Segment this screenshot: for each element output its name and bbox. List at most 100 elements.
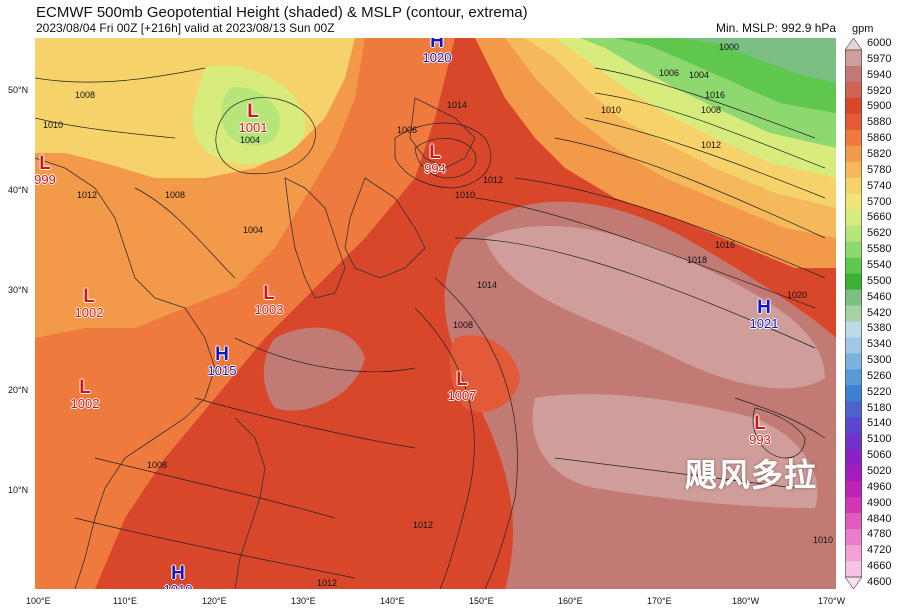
isobar-label: 1012 bbox=[483, 175, 503, 185]
colorbar-level-label: 5660 bbox=[867, 211, 892, 224]
lon-label: 110°E bbox=[113, 596, 137, 606]
low-pressure-marker: L 1003 bbox=[239, 284, 299, 316]
colorbar-level-label: 5100 bbox=[867, 433, 892, 446]
lon-label: 170°E bbox=[647, 596, 672, 606]
lon-label: 100°E bbox=[26, 596, 51, 606]
lon-label: 130°E bbox=[291, 596, 316, 606]
isobar-label: 1012 bbox=[701, 140, 721, 150]
colorbar-level-label: 5780 bbox=[867, 163, 892, 176]
colorbar-swatch bbox=[845, 497, 862, 514]
colorbar-level-label: 5540 bbox=[867, 258, 892, 271]
min-mslp-readout: Min. MSLP: 992.9 hPa bbox=[716, 21, 837, 35]
isobar-label: 1016 bbox=[705, 90, 725, 100]
colorbar-level-label: 4900 bbox=[867, 496, 892, 509]
isobar-label: 1020 bbox=[787, 290, 807, 300]
height-fill-5460 bbox=[675, 38, 836, 83]
colorbar-top-extension bbox=[845, 38, 862, 51]
high-letter: H bbox=[757, 297, 771, 318]
colorbar-level-label: 4600 bbox=[867, 576, 892, 588]
colorbar-swatch bbox=[845, 481, 862, 498]
low-pressure-marker: L 1002 bbox=[55, 378, 115, 410]
colorbar-level-label: 5300 bbox=[867, 354, 892, 367]
colorbar-level-label: 5020 bbox=[867, 465, 892, 478]
high-pressure-marker: H 1015 bbox=[192, 345, 252, 377]
colorbar-level-label: 5580 bbox=[867, 243, 892, 256]
pressure-value: 1003 bbox=[254, 302, 284, 317]
low-letter: L bbox=[39, 153, 51, 174]
colorbar-swatch bbox=[845, 65, 862, 83]
isobar-label: 1018 bbox=[687, 255, 707, 265]
colorbar-swatch bbox=[845, 177, 862, 195]
isobar-label: 1010 bbox=[43, 120, 63, 130]
coastline-japan bbox=[344, 177, 426, 279]
lat-label: 20°N bbox=[8, 385, 29, 395]
colorbar-level-label: 5860 bbox=[867, 132, 892, 145]
colorbar-swatch bbox=[845, 529, 862, 546]
colorbar-level-label: 4960 bbox=[867, 480, 892, 493]
isobar-label: 1008 bbox=[453, 320, 473, 330]
low-letter: L bbox=[456, 369, 468, 390]
colorbar bbox=[845, 38, 862, 589]
isobar-label: 1006 bbox=[397, 125, 417, 135]
colorbar-swatch bbox=[845, 321, 862, 338]
colorbar-swatch bbox=[845, 561, 862, 578]
colorbar-level-label: 4660 bbox=[867, 560, 892, 573]
colorbar-swatch bbox=[845, 385, 862, 402]
colorbar-level-label: 5220 bbox=[867, 385, 892, 398]
isobar-label: 1012 bbox=[317, 578, 337, 588]
lon-label: 120°E bbox=[202, 596, 227, 606]
colorbar-level-label: 5460 bbox=[867, 290, 892, 303]
isobar-label: 1010 bbox=[601, 105, 621, 115]
isobar-label: 1000 bbox=[719, 42, 739, 52]
pressure-value: 993 bbox=[749, 432, 771, 447]
colorbar-swatch bbox=[845, 257, 862, 275]
colorbar-level-label: 5260 bbox=[867, 369, 892, 382]
colorbar-swatch bbox=[845, 97, 862, 115]
isobars bbox=[35, 67, 826, 589]
isobar-label: 1014 bbox=[447, 100, 467, 110]
colorbar-unit: gpm bbox=[852, 23, 874, 35]
low-letter: L bbox=[754, 413, 766, 434]
colorbar-labels: 6000 5970 5940 5920 5900 5880 5860 5820 5780 5740… bbox=[867, 38, 904, 589]
colorbar-swatch bbox=[845, 449, 862, 466]
isobar-label: 1008 bbox=[701, 105, 721, 115]
isobar-labels: 1000 1006 1004 1010 1008 1012 1016 1018 … bbox=[43, 42, 833, 588]
lon-label: 160°E bbox=[558, 596, 583, 606]
isobar-label: 1016 bbox=[715, 240, 735, 250]
colorbar-swatch bbox=[845, 337, 862, 354]
lon-label: 180°W bbox=[732, 596, 760, 606]
isobar-label: 1014 bbox=[477, 280, 497, 290]
colorbar-swatch bbox=[845, 273, 862, 291]
isobar-label: 1004 bbox=[240, 135, 260, 145]
low-pressure-marker: L 999 bbox=[35, 154, 75, 186]
colorbar-swatch bbox=[845, 513, 862, 530]
colorbar-swatch bbox=[845, 401, 862, 418]
pressure-value: 1002 bbox=[70, 396, 100, 411]
height-fill-5620-nw bbox=[221, 87, 280, 146]
pressure-value: 1021 bbox=[749, 316, 779, 331]
low-letter: L bbox=[83, 286, 95, 307]
isobar-label: 1012 bbox=[413, 520, 433, 530]
colorbar-level-label: 4780 bbox=[867, 528, 892, 541]
low-pressure-marker: L 994 bbox=[405, 143, 465, 175]
colorbar-swatch bbox=[845, 369, 862, 386]
colorbar-swatch bbox=[845, 113, 862, 131]
colorbar-swatch bbox=[845, 193, 862, 211]
colorbar-level-label: 5700 bbox=[867, 195, 892, 208]
low-pressure-marker: L 1001 bbox=[223, 102, 283, 134]
colorbar-level-label: 5500 bbox=[867, 274, 892, 287]
high-pressure-marker: H 1010 bbox=[148, 564, 208, 589]
high-letter: H bbox=[171, 563, 185, 584]
colorbar-swatch bbox=[845, 81, 862, 99]
colorbar-level-label: 5620 bbox=[867, 227, 892, 240]
colorbar-level-label: 5900 bbox=[867, 100, 892, 113]
colorbar-swatch bbox=[845, 145, 862, 163]
low-letter: L bbox=[263, 283, 275, 304]
high-letter: H bbox=[215, 344, 229, 365]
colorbar-level-label: 5380 bbox=[867, 322, 892, 335]
height-fill-5970-south bbox=[532, 394, 818, 508]
colorbar-level-label: 5340 bbox=[867, 338, 892, 351]
colorbar-swatch bbox=[845, 209, 862, 227]
colorbar-level-label: 5180 bbox=[867, 401, 892, 414]
pressure-value: 1020 bbox=[422, 50, 452, 65]
